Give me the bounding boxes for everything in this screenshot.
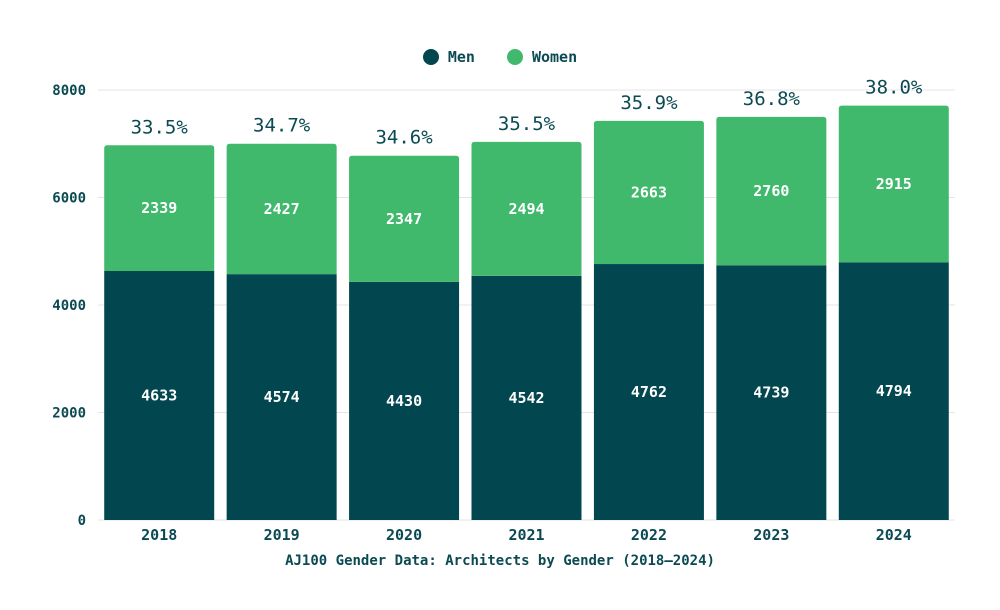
x-tick-label: 2018 bbox=[141, 526, 177, 544]
data-label: 4574 bbox=[264, 388, 300, 406]
percentage-label: 34.6% bbox=[375, 127, 433, 149]
data-label: 2760 bbox=[753, 182, 789, 200]
bar-segment-women bbox=[593, 120, 704, 265]
x-axis-title: AJ100 Gender Data: Architects by Gender … bbox=[285, 553, 715, 569]
x-tick-label: 2021 bbox=[508, 526, 544, 544]
bar-segment-women bbox=[226, 143, 337, 275]
bar-segment-men bbox=[593, 264, 704, 520]
bar-segment-men bbox=[226, 274, 337, 520]
legend: Men Women bbox=[0, 48, 1000, 66]
bar-segment-women bbox=[349, 155, 460, 282]
data-label: 4794 bbox=[876, 382, 912, 400]
data-label: 2494 bbox=[508, 200, 544, 218]
legend-label-men: Men bbox=[447, 48, 475, 66]
legend-label-women: Women bbox=[531, 48, 578, 66]
bar-segment-women bbox=[471, 141, 582, 276]
data-label: 2663 bbox=[631, 183, 667, 201]
data-label: 4633 bbox=[141, 386, 177, 404]
legend-item-women[interactable]: Women bbox=[506, 48, 578, 66]
y-tick-label: 0 bbox=[78, 513, 86, 529]
y-tick-label: 6000 bbox=[52, 191, 86, 207]
bar-segment-men bbox=[838, 262, 949, 520]
data-label: 4430 bbox=[386, 392, 422, 410]
bar-segment-men bbox=[716, 265, 827, 520]
y-tick-label: 4000 bbox=[52, 298, 86, 314]
percentage-label: 35.5% bbox=[498, 113, 556, 135]
bar-segment-men bbox=[471, 275, 582, 520]
percentage-label: 38.0% bbox=[865, 77, 923, 99]
x-tick-label: 2020 bbox=[386, 526, 422, 544]
x-tick-label: 2023 bbox=[753, 526, 789, 544]
data-label: 4542 bbox=[508, 389, 544, 407]
percentage-label: 36.8% bbox=[743, 88, 801, 110]
x-tick-label: 2019 bbox=[264, 526, 300, 544]
data-label: 2915 bbox=[876, 175, 912, 193]
bar-segment-men bbox=[349, 281, 460, 520]
data-label: 2427 bbox=[264, 200, 300, 218]
data-label: 4739 bbox=[753, 384, 789, 402]
bar-segment-men bbox=[104, 270, 215, 520]
legend-swatch-men bbox=[422, 49, 439, 65]
x-tick-label: 2022 bbox=[631, 526, 667, 544]
percentage-label: 35.9% bbox=[620, 92, 678, 114]
percentage-label: 33.5% bbox=[131, 116, 189, 138]
bar-segment-women bbox=[838, 105, 949, 263]
bar-segment-women bbox=[104, 145, 215, 271]
bar-segment-women bbox=[716, 116, 827, 266]
y-tick-label: 8000 bbox=[52, 83, 86, 99]
data-label: 4762 bbox=[631, 383, 667, 401]
data-label: 2339 bbox=[141, 199, 177, 217]
legend-swatch-women bbox=[506, 49, 523, 65]
x-tick-label: 2024 bbox=[876, 526, 912, 544]
y-tick-label: 2000 bbox=[52, 406, 86, 422]
data-label: 2347 bbox=[386, 210, 422, 228]
legend-item-men[interactable]: Men bbox=[422, 48, 475, 66]
percentage-label: 34.7% bbox=[253, 115, 311, 137]
